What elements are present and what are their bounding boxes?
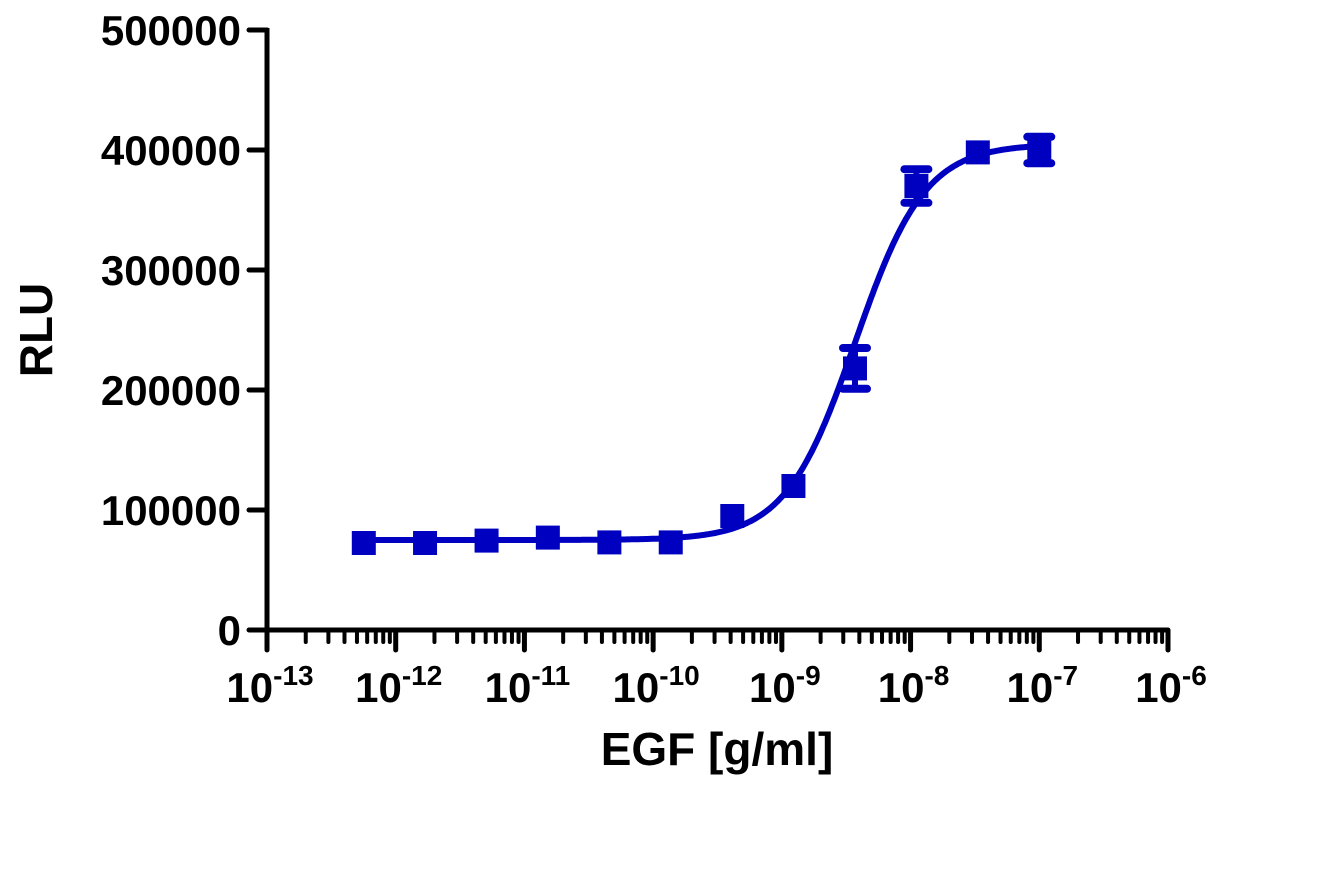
x-tick-base: 10 (1006, 664, 1053, 711)
data-point (474, 528, 499, 553)
y-tick-label: 500000 (101, 7, 241, 54)
x-tick-exponent: -8 (924, 660, 949, 691)
data-point (351, 531, 376, 555)
fit-curve (363, 143, 1040, 543)
x-tick-base: 10 (485, 664, 532, 711)
x-tick-exponent: -12 (402, 660, 442, 691)
x-axis-label: EGF [g/ml] (601, 723, 834, 775)
x-tick-base: 10 (355, 664, 402, 711)
data-point (842, 356, 867, 381)
x-tick-base: 10 (1135, 664, 1182, 711)
x-tick-exponent: -11 (531, 660, 570, 691)
data-point (1027, 138, 1052, 162)
x-tick-label: 10-6 (1135, 660, 1207, 711)
data-point (781, 474, 806, 498)
x-tick-exponent: -7 (1053, 660, 1078, 691)
x-tick-label: 10-7 (1006, 660, 1078, 711)
data-point (720, 504, 745, 528)
y-tick-label: 0 (218, 607, 241, 654)
x-tick-label: 10-12 (355, 660, 442, 711)
data-points (351, 132, 1056, 555)
data-point (535, 525, 560, 550)
data-point (658, 530, 683, 555)
y-tick-label: 100000 (101, 487, 241, 534)
data-point (597, 530, 622, 555)
x-tick-base: 10 (878, 664, 925, 711)
data-point (413, 531, 438, 555)
x-tick-exponent: -9 (796, 660, 821, 691)
x-tick-exponent: -13 (273, 660, 313, 691)
x-tick-label: 10-11 (485, 660, 571, 711)
data-point (965, 140, 990, 165)
x-tick-base: 10 (749, 664, 796, 711)
x-tick-label: 10-13 (226, 660, 313, 711)
x-tick-base: 10 (613, 664, 660, 711)
y-axis-label: RLU (10, 283, 62, 378)
fit-curve-group (363, 143, 1040, 543)
x-tick-exponent: -10 (659, 660, 699, 691)
x-tick-base: 10 (226, 664, 273, 711)
x-tick-label: 10-10 (613, 660, 700, 711)
x-tick-label: 10-8 (878, 660, 950, 711)
y-tick-label: 300000 (101, 247, 241, 294)
y-tick-label: 400000 (101, 127, 241, 174)
y-tick-label: 200000 (101, 367, 241, 414)
data-point (904, 174, 929, 198)
x-tick-label: 10-9 (749, 660, 821, 711)
x-tick-exponent: -6 (1182, 660, 1207, 691)
